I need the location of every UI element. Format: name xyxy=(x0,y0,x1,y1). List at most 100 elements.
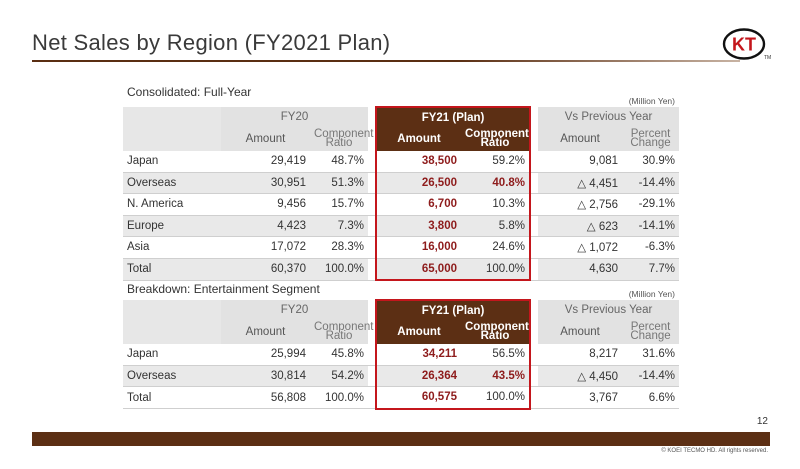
header-vs-amount: Amount xyxy=(538,320,623,344)
vs-percent: -29.1% xyxy=(622,193,680,216)
vs-percent: -14.1% xyxy=(622,215,680,237)
row-label: Total xyxy=(123,258,221,281)
vs-amount: △ 623 xyxy=(538,215,623,237)
table-row: Asia 17,072 28.3% 16,000 24.6% △ 1,072 -… xyxy=(123,236,680,259)
fy20-ratio: 48.7% xyxy=(310,151,368,173)
header-fy21-plan: FY21 (Plan) xyxy=(374,299,532,320)
fy21-ratio: 24.6% xyxy=(461,236,532,259)
vs-amount: 8,217 xyxy=(538,344,623,366)
vs-amount: △ 1,072 xyxy=(538,236,623,259)
fy20-amount: 30,814 xyxy=(221,365,310,387)
fy21-amount: 38,500 xyxy=(375,151,461,173)
footer-bar xyxy=(32,432,770,446)
slide-title: Net Sales by Region (FY2021 Plan) xyxy=(32,30,391,55)
header-amount: Amount xyxy=(221,127,310,151)
header-amount: Amount xyxy=(221,320,310,344)
fy21-amount: 6,700 xyxy=(375,193,461,216)
vs-amount: △ 4,450 xyxy=(538,365,623,387)
fy20-amount: 30,951 xyxy=(221,172,310,194)
vs-amount: 4,630 xyxy=(538,258,623,281)
row-label: Japan xyxy=(123,151,221,173)
table-row-total: Total 60,370 100.0% 65,000 100.0% 4,630 … xyxy=(123,258,680,281)
fy20-amount: 60,370 xyxy=(221,258,310,281)
header-component-ratio: Component Ratio xyxy=(310,127,373,151)
fy20-amount: 29,419 xyxy=(221,151,310,173)
fy21-ratio: 59.2% xyxy=(461,151,532,173)
fy20-ratio: 45.8% xyxy=(310,344,368,366)
header-vs-amount: Amount xyxy=(538,127,623,151)
header-fy20: FY20 xyxy=(221,107,368,127)
row-label: Overseas xyxy=(123,172,221,194)
header-fy21-plan: FY21 (Plan) xyxy=(374,106,532,127)
fy21-amount: 26,364 xyxy=(375,365,461,387)
entertainment-label: Breakdown: Entertainment Segment xyxy=(127,282,320,296)
vs-percent: 31.6% xyxy=(622,344,680,366)
fy21-amount: 60,575 xyxy=(375,386,461,410)
header-plan-component-ratio: Component Ratio xyxy=(461,320,532,344)
header-vs-previous-year: Vs Previous Year xyxy=(538,107,680,127)
header-percent-change: Percent Change xyxy=(622,320,680,344)
header-vs-previous-year: Vs Previous Year xyxy=(538,300,680,320)
table-row: Japan 25,994 45.8% 34,211 56.5% 8,217 31… xyxy=(123,344,680,366)
copyright-notice: © KOEI TECMO HD. All rights reserved. xyxy=(661,448,768,454)
fy20-amount: 4,423 xyxy=(221,215,310,237)
vs-percent: 6.6% xyxy=(622,386,680,409)
page-number: 12 xyxy=(756,416,768,427)
table-row: N. America 9,456 15.7% 6,700 10.3% △ 2,7… xyxy=(123,193,680,216)
title-underline xyxy=(32,60,740,62)
table-row: Europe 4,423 7.3% 3,800 5.8% △ 623 -14.1… xyxy=(123,215,680,237)
fy21-ratio: 40.8% xyxy=(461,172,532,194)
vs-percent: -14.4% xyxy=(622,365,680,387)
fy20-amount: 56,808 xyxy=(221,386,310,409)
fy20-ratio: 7.3% xyxy=(310,215,368,237)
row-label: Europe xyxy=(123,215,221,237)
table-row: Japan 29,419 48.7% 38,500 59.2% 9,081 30… xyxy=(123,151,680,173)
consolidated-label: Consolidated: Full-Year xyxy=(127,85,252,99)
row-label: Overseas xyxy=(123,365,221,387)
entertainment-table: FY20 FY21 (Plan) Vs Previous Year Amount… xyxy=(123,299,680,410)
row-label: Total xyxy=(123,386,221,409)
fy21-amount: 16,000 xyxy=(375,236,461,259)
vs-amount: 3,767 xyxy=(538,386,623,409)
fy21-ratio: 10.3% xyxy=(461,193,532,216)
vs-amount: △ 4,451 xyxy=(538,172,623,194)
vs-percent: 30.9% xyxy=(622,151,680,173)
fy21-ratio: 43.5% xyxy=(461,365,532,387)
logo-text: KT xyxy=(732,35,756,55)
fy21-ratio: 5.8% xyxy=(461,215,532,237)
vs-percent: 7.7% xyxy=(622,258,680,281)
row-label: N. America xyxy=(123,193,221,216)
header-plan-component-ratio: Component Ratio xyxy=(461,127,532,151)
trademark-mark: TM xyxy=(764,55,772,61)
fy20-amount: 25,994 xyxy=(221,344,310,366)
row-label: Asia xyxy=(123,236,221,259)
fy20-ratio: 54.2% xyxy=(310,365,368,387)
fy21-ratio: 100.0% xyxy=(461,258,532,281)
row-label: Japan xyxy=(123,344,221,366)
koei-tecmo-logo: KT xyxy=(722,28,766,60)
fy21-amount: 26,500 xyxy=(375,172,461,194)
table-row: Overseas 30,951 51.3% 26,500 40.8% △ 4,4… xyxy=(123,172,680,194)
table-row-total: Total 56,808 100.0% 60,575 100.0% 3,767 … xyxy=(123,386,680,410)
fy20-amount: 9,456 xyxy=(221,193,310,216)
vs-percent: -14.4% xyxy=(622,172,680,194)
fy21-ratio: 100.0% xyxy=(461,386,532,410)
fy21-ratio: 56.5% xyxy=(461,344,532,366)
fy20-ratio: 100.0% xyxy=(310,386,368,409)
header-plan-amount: Amount xyxy=(375,320,461,344)
fy21-amount: 34,211 xyxy=(375,344,461,366)
fy20-ratio: 28.3% xyxy=(310,236,368,259)
header-percent-change: Percent Change xyxy=(622,127,680,151)
table-row: Overseas 30,814 54.2% 26,364 43.5% △ 4,4… xyxy=(123,365,680,387)
header-plan-amount: Amount xyxy=(375,127,461,151)
fy20-ratio: 51.3% xyxy=(310,172,368,194)
consolidated-unit: (Million Yen) xyxy=(628,96,675,106)
fy20-ratio: 15.7% xyxy=(310,193,368,216)
fy21-amount: 65,000 xyxy=(375,258,461,281)
fy20-amount: 17,072 xyxy=(221,236,310,259)
vs-amount: △ 2,756 xyxy=(538,193,623,216)
entertainment-unit: (Million Yen) xyxy=(628,289,675,299)
vs-amount: 9,081 xyxy=(538,151,623,173)
vs-percent: -6.3% xyxy=(622,236,680,259)
header-fy20: FY20 xyxy=(221,300,368,320)
